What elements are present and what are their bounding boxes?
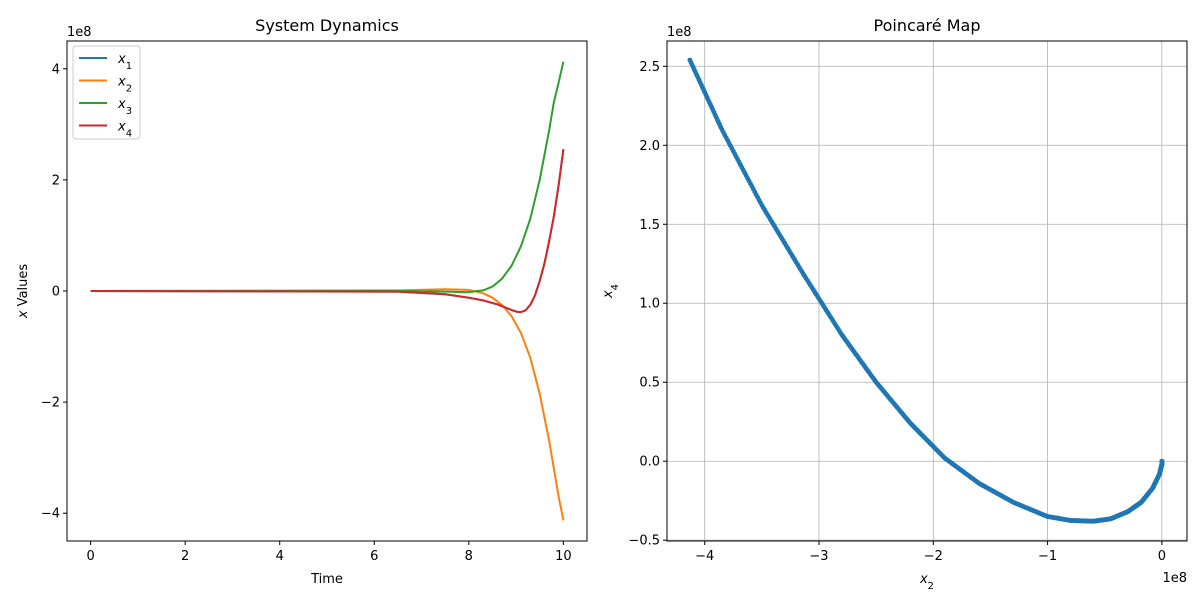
chart1-y-ticks: −4 −2 0 2 4 — [41, 62, 67, 522]
chart1-x-tick-label: 2 — [181, 549, 189, 564]
chart1-x-tick-label: 6 — [370, 549, 378, 564]
chart2-x-ticks: −4 −3 −2 −1 0 — [695, 541, 1166, 564]
chart2-x-tick-label: −1 — [1038, 549, 1057, 564]
series-line-x2 — [90, 288, 565, 521]
chart2-y-tick-label: 2.5 — [639, 60, 660, 75]
chart1-x-label: Time — [310, 572, 343, 587]
legend-label-x3: x3 — [117, 97, 132, 117]
chart1-x-tick-label: 10 — [555, 549, 572, 564]
scatter-point — [1159, 458, 1165, 464]
chart1-y-tick-label: 0 — [52, 285, 60, 300]
poincare-map-chart: −4 −3 −2 −1 0 −0.5 0.0 0.5 1.0 1.5 2.0 2.5 Poincar… — [601, 16, 1188, 592]
chart1-y-tick-label: 4 — [52, 62, 60, 77]
chart1-title: System Dynamics — [255, 16, 399, 35]
legend-box — [72, 45, 141, 140]
chart1-y-label: x Values — [16, 264, 31, 320]
chart1-x-tick-label: 0 — [86, 549, 94, 564]
chart2-x-tick-label: −4 — [695, 549, 714, 564]
chart2-x-label: x2 — [919, 572, 934, 592]
series-line-x3 — [90, 61, 565, 294]
chart2-y-label: x4 — [601, 284, 621, 299]
chart1-x-tick-label: 8 — [465, 549, 473, 564]
chart2-y-tick-label: 2.0 — [639, 139, 660, 154]
chart2-grid — [667, 41, 1187, 541]
chart1-x-ticks: 0 2 4 6 8 10 — [86, 541, 572, 564]
system-dynamics-chart: 0 2 4 6 8 10 −4 −2 0 2 4 System Dynamics 1e8 Time… — [16, 16, 588, 587]
legend-label-x4: x4 — [117, 120, 132, 140]
chart2-scatter-points — [687, 57, 1165, 524]
legend-label-x1: x1 — [117, 52, 132, 72]
chart2-x-tick-label: −2 — [924, 549, 943, 564]
chart2-x-tick-label: 0 — [1158, 549, 1166, 564]
chart2-y-ticks: −0.5 0.0 0.5 1.0 1.5 2.0 2.5 — [628, 60, 667, 549]
chart2-y-tick-label: 1.5 — [639, 218, 660, 233]
chart2-plot-area — [667, 41, 1187, 541]
chart2-title: Poincaré Map — [874, 16, 981, 35]
chart1-y-tick-label: −4 — [41, 507, 60, 522]
chart2-x-tick-label: −3 — [809, 549, 828, 564]
chart2-x-multiplier: 1e8 — [1162, 571, 1187, 586]
series-line-x4 — [90, 149, 565, 314]
chart2-y-multiplier: 1e8 — [667, 25, 692, 40]
chart1-y-tick-label: −2 — [41, 396, 60, 411]
chart2-y-tick-label: −0.5 — [628, 534, 660, 549]
chart1-series-lines — [90, 61, 565, 521]
chart1-y-multiplier: 1e8 — [67, 25, 92, 40]
chart1-frame — [66, 40, 588, 542]
chart1-x-tick-label: 4 — [276, 549, 284, 564]
chart2-frame — [666, 40, 1188, 542]
chart2-y-tick-label: 0.5 — [639, 376, 660, 391]
chart2-y-tick-label: 1.0 — [639, 297, 660, 312]
chart1-y-tick-label: 2 — [52, 173, 60, 188]
chart2-y-tick-label: 0.0 — [639, 455, 660, 470]
legend-label-x2: x2 — [117, 75, 132, 95]
